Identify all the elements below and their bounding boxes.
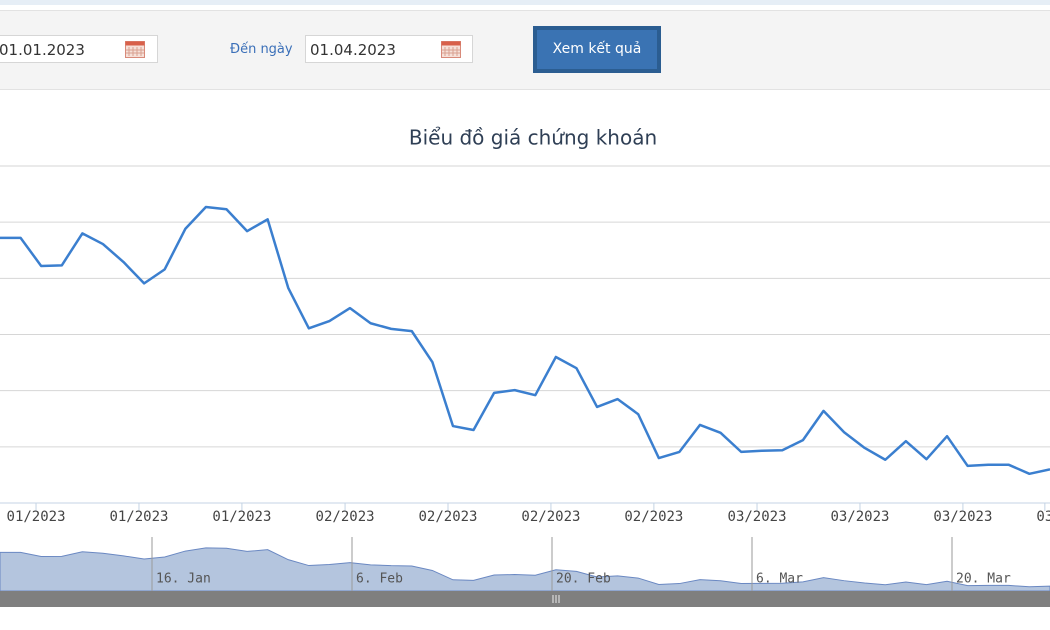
x-tick-label: 02/2023 [316, 509, 375, 525]
x-tick-label: 02/2023 [624, 509, 683, 525]
from-date-input[interactable]: 01.01.2023 [0, 35, 158, 63]
x-tick-label: 03/2023 [933, 509, 992, 525]
x-tick-label: 03 [1036, 509, 1050, 525]
calendar-icon[interactable] [441, 41, 461, 58]
chart-title: Biểu đồ giá chứng khoán [409, 126, 657, 150]
from-date: 01.01.2023 [0, 41, 85, 59]
navigator-bg [0, 537, 1050, 591]
x-tick-label: 02/2023 [521, 509, 580, 525]
calendar-icon[interactable] [125, 41, 145, 58]
price-line [0, 205, 1050, 476]
to-date-input[interactable]: 01.04.2023 [305, 35, 473, 63]
navigator-label: 6. Mar [756, 572, 803, 587]
x-tick-label: 01/2023 [212, 509, 271, 525]
submit-button[interactable]: Xem kết quả [533, 26, 661, 73]
submit-label: Xem kết quả [537, 30, 657, 69]
navigator-label: 20. Mar [956, 572, 1011, 587]
x-tick-label: 01/2023 [7, 509, 66, 525]
navigator-area [0, 547, 1050, 592]
x-tick-label: 03/2023 [830, 509, 889, 525]
x-tick-label: 03/2023 [728, 509, 787, 525]
toolbar: 01.01.2023 Đến ngày 01.04.2023 Xem kết q… [0, 10, 1050, 90]
scrollbar-grip[interactable] [552, 595, 560, 603]
to-label: Đến ngày [230, 42, 293, 57]
navigator-label: 20. Feb [556, 572, 611, 587]
x-tick-label: 02/2023 [418, 509, 477, 525]
to-date: 01.04.2023 [310, 41, 396, 59]
top-strip [0, 0, 1050, 5]
navigator-label: 16. Jan [156, 572, 211, 587]
x-tick-label: 01/2023 [109, 509, 168, 525]
scrollbar[interactable] [0, 591, 1050, 607]
navigator-label: 6. Feb [356, 572, 403, 587]
